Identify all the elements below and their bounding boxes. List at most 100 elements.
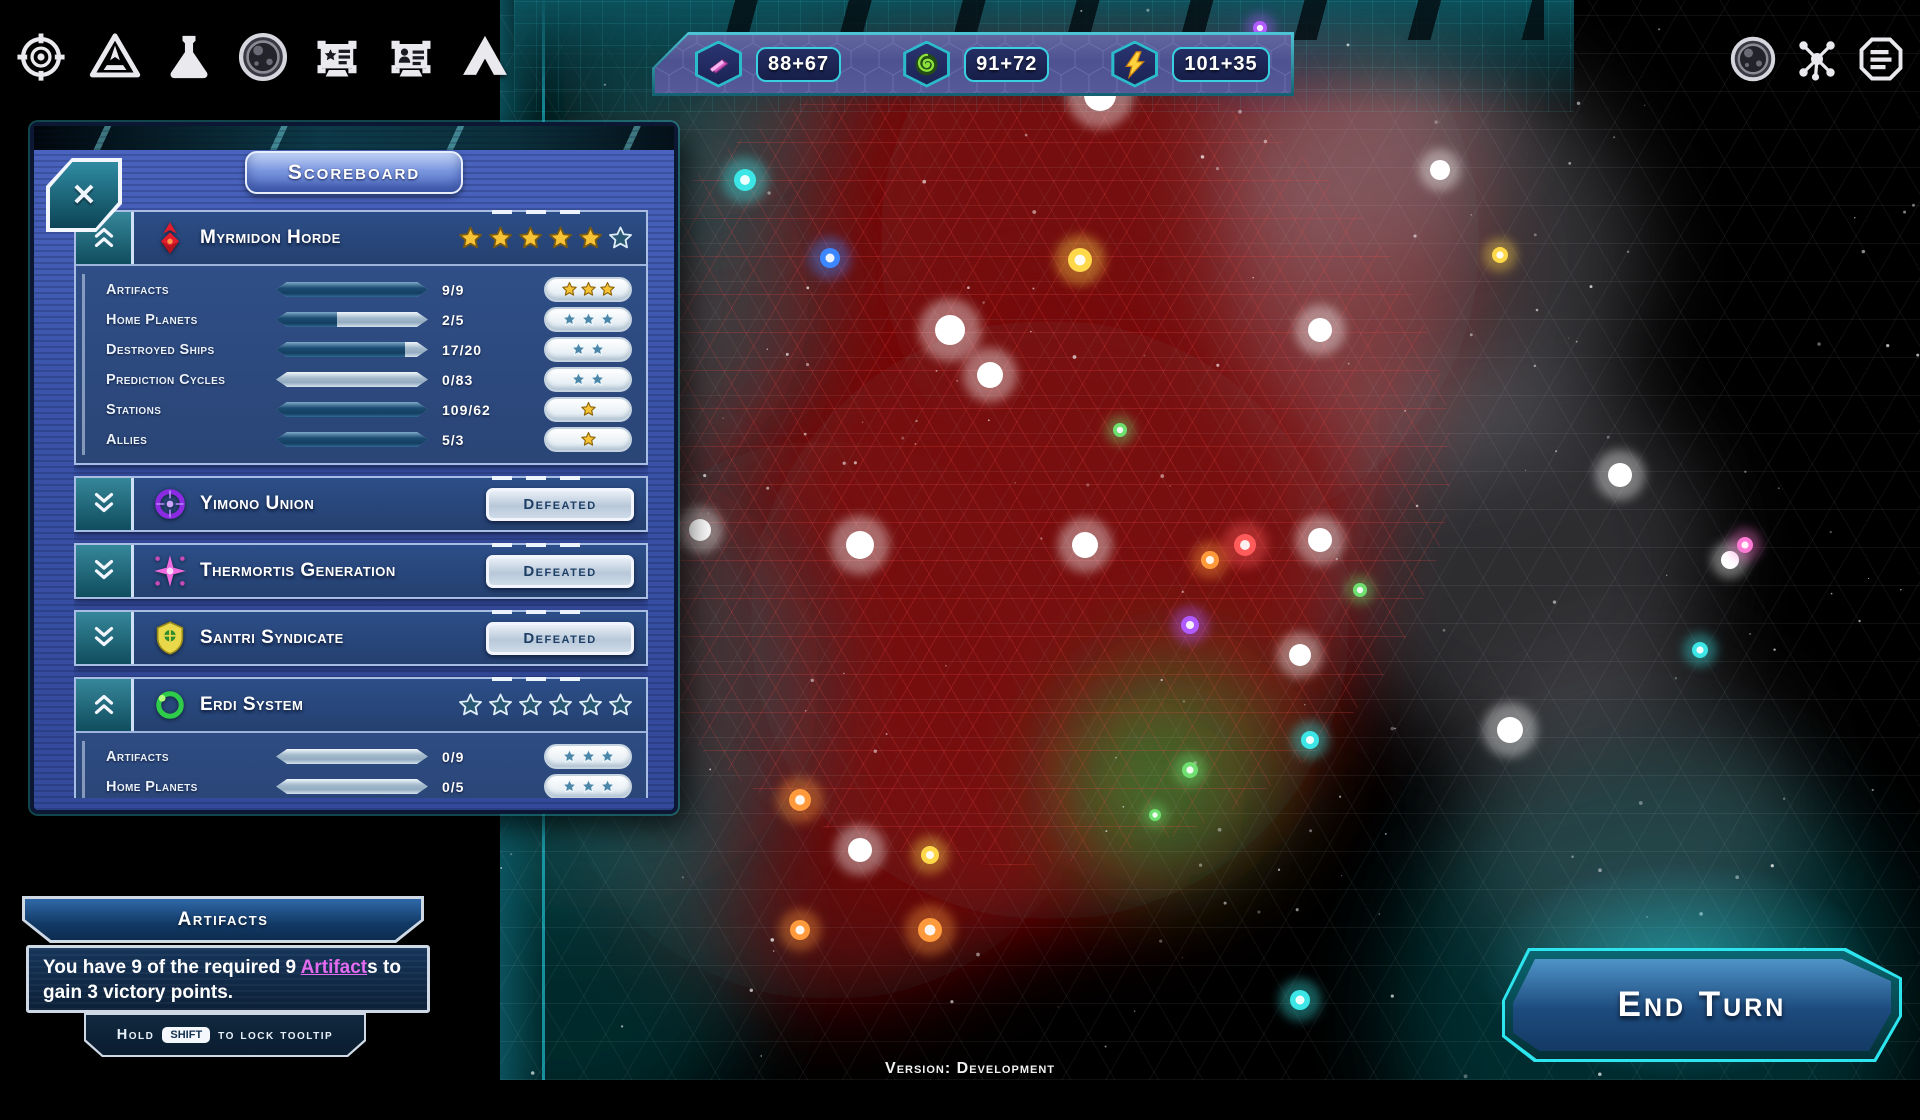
stat-label: Home Planets	[106, 779, 276, 795]
tooltip-footer: Hold SHIFT to lock tooltip	[84, 1013, 366, 1057]
status-badge: Defeated	[486, 488, 634, 521]
moon-icon[interactable]	[1726, 32, 1780, 86]
thermortis-emblem	[152, 553, 188, 589]
landmark-triangle-icon[interactable]	[456, 28, 514, 86]
collapse-toggle[interactable]	[76, 478, 134, 530]
tooltip-footer-post: to lock tooltip	[218, 1027, 333, 1043]
close-icon: ✕	[50, 162, 118, 228]
faction-name: Santri Syndicate	[200, 627, 486, 649]
tooltip-text-pre: You have 9 of the required 9	[43, 957, 301, 978]
chevron-double-down-icon	[89, 488, 119, 521]
stat-value: 5/3	[442, 432, 520, 448]
collapse-toggle[interactable]	[76, 679, 134, 731]
faction-section-4: Erdi System Artifacts 0/9 Home Planets 0/5	[74, 677, 648, 798]
stat-row: Allies 5/3	[106, 425, 634, 454]
stat-progress-bar	[276, 432, 428, 447]
tooltip-title: Artifacts	[25, 899, 421, 940]
faction-stats: Artifacts 0/9 Home Planets 0/5	[76, 731, 646, 798]
target-icon[interactable]	[12, 28, 70, 86]
collapse-toggle[interactable]	[76, 545, 134, 597]
faction-name: Erdi System	[200, 694, 457, 716]
faction-name: Myrmidon Horde	[200, 227, 457, 249]
tooltip-footer-pre: Hold	[117, 1027, 155, 1043]
stat-star-badge	[544, 277, 632, 302]
scoreboard-title: Scoreboard	[245, 151, 463, 194]
chevron-double-up-icon	[89, 689, 119, 722]
resource-bar: 88+67 91+72 101+35	[652, 32, 1294, 96]
end-turn-label: End Turn	[1618, 985, 1787, 1025]
stat-row: Artifacts 9/9	[106, 275, 634, 304]
stat-progress-bar	[276, 372, 428, 387]
stat-star-badge	[544, 744, 632, 769]
faction-header[interactable]: Myrmidon Horde	[76, 212, 646, 264]
toolbar-right	[1726, 32, 1908, 86]
research-flask-icon[interactable]	[160, 28, 218, 86]
stat-value: 0/5	[442, 779, 520, 795]
stat-row: Stations 109/62	[106, 395, 634, 424]
faction-name: Yimono Union	[200, 493, 486, 515]
victory-stars	[457, 225, 634, 252]
chevron-double-down-icon	[89, 555, 119, 588]
stat-label: Artifacts	[106, 749, 276, 765]
stat-label: Artifacts	[106, 282, 276, 298]
chevron-double-down-icon	[89, 622, 119, 655]
stat-label: Stations	[106, 402, 276, 418]
stat-progress-bar	[276, 779, 428, 794]
toolbar-left	[12, 28, 514, 86]
menu-icon[interactable]	[1854, 32, 1908, 86]
network-icon[interactable]	[1790, 32, 1844, 86]
scoreboard-panel-icon[interactable]	[308, 28, 366, 86]
stat-value: 9/9	[442, 282, 520, 298]
stat-row: Home Planets 0/5	[106, 772, 634, 798]
stat-progress-bar	[276, 402, 428, 417]
ship-triangle-icon[interactable]	[86, 28, 144, 86]
stat-star-badge	[544, 397, 632, 422]
stat-star-badge	[544, 307, 632, 332]
end-turn-button[interactable]: End Turn	[1502, 948, 1902, 1062]
stat-progress-bar	[276, 282, 428, 297]
stat-progress-bar	[276, 749, 428, 764]
resource-group-2: 101+35	[1111, 41, 1269, 88]
resource-value: 88+67	[756, 47, 841, 82]
faction-header[interactable]: Erdi System	[76, 679, 646, 731]
stat-label: Prediction Cycles	[106, 372, 276, 388]
collapse-toggle[interactable]	[76, 612, 134, 664]
status-badge: Defeated	[486, 555, 634, 588]
moon-icon[interactable]	[234, 28, 292, 86]
status-badge: Defeated	[486, 622, 634, 655]
panel-top-band	[34, 126, 674, 150]
erdi-emblem	[152, 687, 188, 723]
stat-star-badge	[544, 337, 632, 362]
santri-emblem	[152, 620, 188, 656]
shift-key-badge: SHIFT	[162, 1027, 210, 1043]
scoreboard-panel: ✕ Scoreboard Myrmidon Horde Artifacts 9/9 H…	[30, 122, 678, 814]
stat-progress-bar	[276, 342, 428, 357]
version-label: Version: Development	[800, 1060, 1140, 1078]
victory-stars	[457, 692, 634, 719]
resource-value: 101+35	[1172, 47, 1269, 82]
artifact-link[interactable]: Artifact	[301, 957, 368, 978]
roster-panel-icon[interactable]	[382, 28, 440, 86]
metal-ingot-icon	[695, 41, 742, 88]
stat-row: Artifacts 0/9	[106, 742, 634, 771]
faction-name: Thermortis Generation	[200, 560, 486, 582]
stat-star-badge	[544, 367, 632, 392]
energy-bolt-icon	[1111, 41, 1158, 88]
resource-value: 91+72	[964, 47, 1049, 82]
stat-row: Prediction Cycles 0/83	[106, 365, 634, 394]
tooltip-body: You have 9 of the required 9 Artifacts t…	[26, 945, 430, 1013]
stat-label: Allies	[106, 432, 276, 448]
stat-value: 0/9	[442, 749, 520, 765]
stat-progress-bar	[276, 312, 428, 327]
stat-value: 0/83	[442, 372, 520, 388]
stat-value: 109/62	[442, 402, 520, 418]
tooltip-header: Artifacts	[22, 896, 424, 943]
